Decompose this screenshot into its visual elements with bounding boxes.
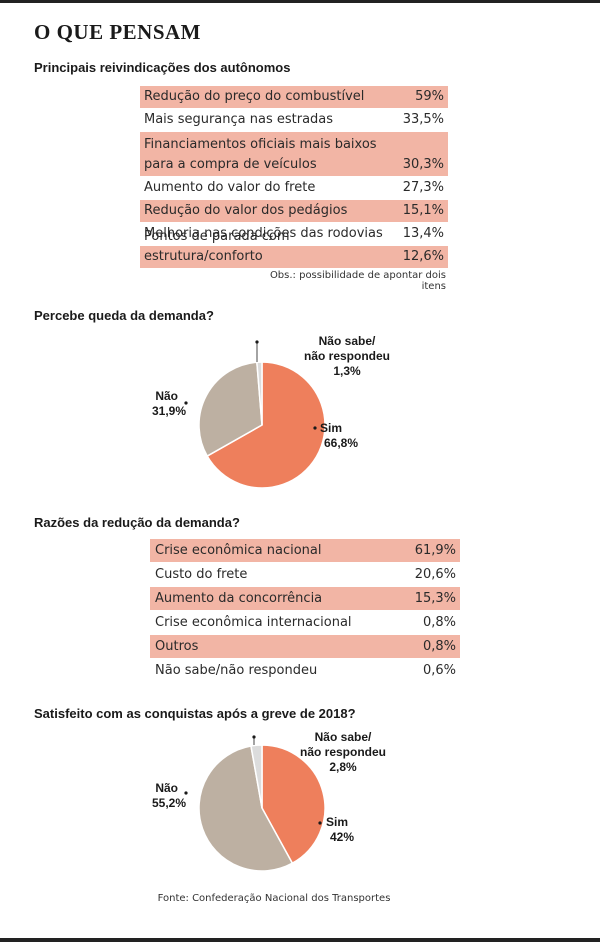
- row-label-line1: Financiamentos oficiais mais baixos: [144, 137, 377, 152]
- table-note: Obs.: possibilidade de apontar dois iten…: [269, 270, 446, 292]
- pie-label-naosabe-line2: não respondeu: [304, 349, 390, 363]
- top-rule: [0, 0, 600, 3]
- row-label: Redução do valor dos pedágios: [144, 203, 348, 218]
- table-row: Aumento da concorrência 15,3%: [150, 587, 460, 611]
- reivindicacoes-table: Redução do preço do combustível 59% Mais…: [140, 86, 448, 269]
- leader-dot: [184, 791, 188, 795]
- bottom-rule: [0, 938, 600, 942]
- row-value: 0,8%: [422, 639, 456, 654]
- source-credit: Fonte: Confederação Nacional dos Transpo…: [157, 893, 391, 904]
- row-value: 33,5%: [402, 112, 444, 127]
- pie-slice-nosabe: [250, 744, 263, 809]
- table-row: Crise econômica nacional 61,9%: [150, 539, 460, 563]
- pie-label-naosabe-line2: não respondeu: [300, 745, 386, 759]
- pie-label-nao: Não: [155, 781, 178, 795]
- row-label: Aumento da concorrência: [155, 591, 323, 606]
- table-row: Mais segurança nas estradas 33,5%: [140, 109, 448, 132]
- pie-label-sim: Sim: [326, 815, 348, 829]
- row-label: Não sabe/não respondeu: [155, 663, 318, 678]
- row-value: 15,1%: [402, 203, 444, 218]
- pie-label-sim: Sim: [320, 421, 342, 435]
- row-value: 30,3%: [402, 157, 444, 172]
- section-title-queda-demanda: Percebe queda da demanda?: [34, 308, 214, 323]
- pie-slice-sim: [261, 744, 326, 865]
- pie-slice-no: [198, 745, 294, 872]
- row-value: 59%: [415, 89, 444, 104]
- pie-slice-sim: [206, 361, 326, 489]
- section-title-satisfeito: Satisfeito com as conquistas após a grev…: [34, 706, 356, 721]
- row-label: Pontos de parada com estrutura/conforto: [144, 229, 290, 264]
- section-title-razoes: Razões da redução da demanda?: [34, 515, 240, 530]
- row-value: 12,6%: [402, 249, 444, 264]
- table-row: Melhoria nas condições das rodovias 13,4…: [140, 223, 448, 246]
- pie-slice-no: [198, 361, 263, 458]
- pie-label-naosabe: Não sabe/: [319, 334, 376, 348]
- pie-slice-nosabe: [256, 361, 263, 426]
- row-label: Melhoria nas condições das rodovias: [144, 226, 383, 241]
- leader-dot: [313, 426, 317, 430]
- leader-dot: [318, 821, 322, 825]
- pie-label-nao: Não: [155, 389, 178, 403]
- table-row: Financiamentos oficiais mais baixos para…: [140, 132, 448, 177]
- row-value: 15,3%: [414, 591, 456, 606]
- row-value: 0,6%: [422, 663, 456, 678]
- section-title-reivindicacoes: Principais reivindicações dos autônomos: [34, 60, 291, 75]
- row-value: 27,3%: [402, 180, 444, 195]
- table-row: Pontos de parada com estrutura/conforto …: [140, 229, 448, 269]
- row-value: 20,6%: [414, 567, 456, 582]
- row-label: Financiamentos oficiais mais baixos para…: [144, 135, 377, 176]
- page-title: O QUE PENSAM: [34, 20, 202, 44]
- row-value: 61,9%: [414, 543, 456, 558]
- leader-dot: [184, 401, 188, 405]
- table-row: Redução do valor dos pedágios 15,1%: [140, 200, 448, 223]
- row-label: Crise econômica internacional: [155, 615, 352, 630]
- pie-value-sim: 66,8%: [324, 436, 358, 450]
- table-row: Não sabe/não respondeu 0,6%: [150, 659, 460, 683]
- row-value: 0,8%: [422, 615, 456, 630]
- row-label: Aumento do valor do frete: [144, 180, 316, 195]
- pie-value-naosabe: 1,3%: [333, 364, 361, 378]
- pie-value-nao: 55,2%: [152, 796, 186, 810]
- leader-dot: [252, 735, 256, 739]
- leader-dot: [255, 340, 259, 344]
- table-row: Aumento do valor do frete 27,3%: [140, 177, 448, 200]
- table-row: Outros 0,8%: [150, 635, 460, 659]
- pie-label-naosabe: Não sabe/: [315, 730, 372, 744]
- table-row: Custo do frete 20,6%: [150, 563, 460, 587]
- pie-value-nao: 31,9%: [152, 404, 186, 418]
- razoes-table: Crise econômica nacional 61,9% Custo do …: [150, 539, 460, 683]
- row-label: Outros: [155, 639, 199, 654]
- row-label: Redução do preço do combustível: [144, 89, 365, 104]
- table-row: Redução do preço do combustível 59%: [140, 86, 448, 109]
- row-label: Mais segurança nas estradas: [144, 112, 334, 127]
- pie-value-naosabe: 2,8%: [329, 760, 357, 774]
- pie-value-sim: 42%: [330, 830, 354, 844]
- row-label-line2: para a compra de veículos: [144, 157, 317, 172]
- row-label: Custo do frete: [155, 567, 248, 582]
- table-row: Crise econômica internacional 0,8%: [150, 611, 460, 635]
- row-label: Crise econômica nacional: [155, 543, 322, 558]
- row-value: 13,4%: [402, 226, 444, 241]
